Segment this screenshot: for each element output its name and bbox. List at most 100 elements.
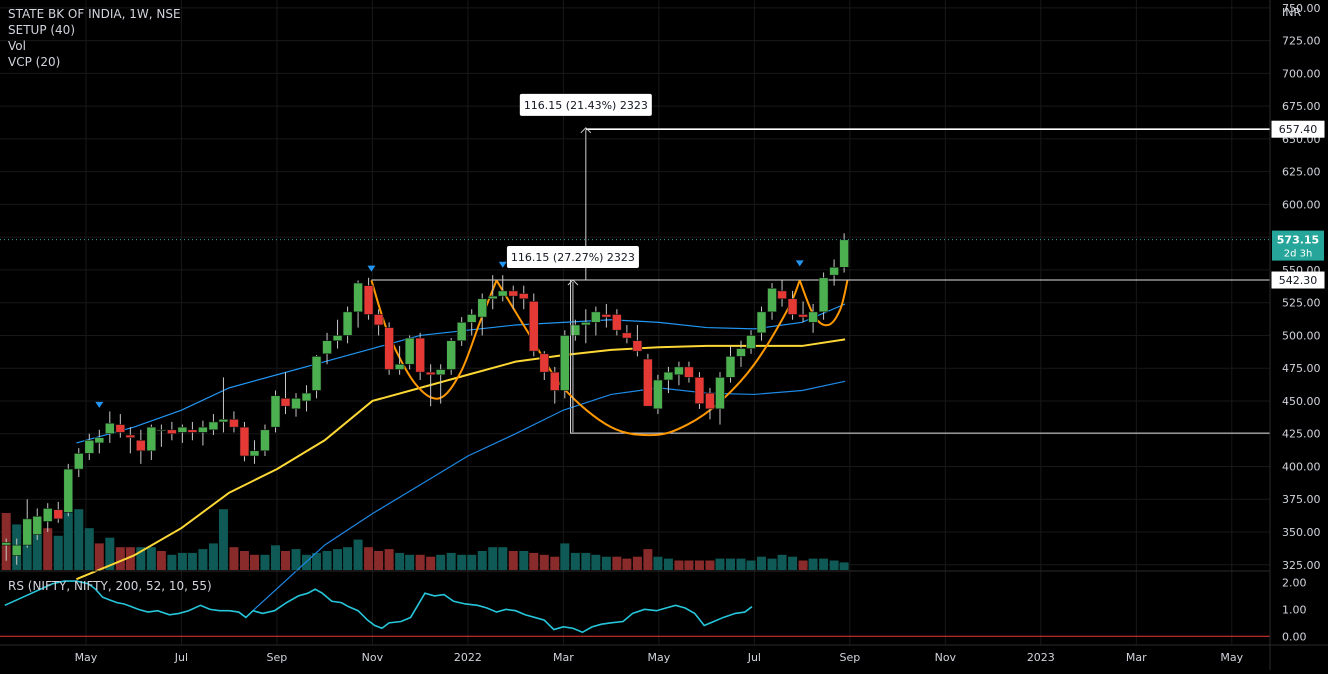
- currency-label: INR: [1282, 6, 1302, 19]
- volume-bar: [333, 549, 343, 570]
- volume-bar: [519, 551, 529, 570]
- volume-bar: [819, 558, 829, 570]
- candle-body: [311, 356, 322, 391]
- candle-body: [291, 398, 301, 410]
- measure-arrow: [567, 279, 579, 286]
- x-tick-label: Sep: [267, 651, 288, 664]
- candle-body: [508, 290, 519, 297]
- rs-indicator-title[interactable]: RS (NIFTY, NIFTY, 200, 52, 10, 55): [8, 579, 212, 593]
- candle-body: [839, 239, 849, 268]
- x-tick-label: Sep: [839, 651, 860, 664]
- volume-bar: [653, 556, 663, 570]
- volume-bar: [364, 547, 374, 570]
- volume-bar: [43, 528, 53, 570]
- y-tick-label: 500.00: [1282, 329, 1321, 342]
- rs-tick-label: 1.00: [1282, 603, 1307, 616]
- volume-bar: [643, 549, 653, 570]
- candle-body: [260, 429, 270, 452]
- indicator-setup[interactable]: SETUP (40): [8, 23, 75, 37]
- candle-body: [487, 295, 498, 300]
- indicator-vol[interactable]: Vol: [8, 39, 26, 53]
- y-tick-label: 425.00: [1282, 428, 1321, 441]
- candle-body: [415, 337, 425, 373]
- last-price-tag-box: [1272, 230, 1324, 261]
- y-tick-label: 750.00: [1282, 2, 1321, 15]
- price-axis[interactable]: [1270, 0, 1328, 670]
- candle-body: [446, 340, 456, 370]
- volume-bar: [208, 543, 218, 570]
- volume-bar: [74, 509, 84, 570]
- volume-bar: [622, 558, 632, 570]
- volume-bar: [53, 535, 63, 570]
- volume-bar: [767, 558, 777, 570]
- volume-bar: [788, 556, 798, 570]
- volume-bar: [725, 558, 735, 570]
- candle-body: [353, 282, 363, 313]
- candle-body: [528, 301, 539, 352]
- volume-bar: [436, 554, 446, 570]
- volume-bar: [198, 549, 208, 570]
- volume-bar: [94, 543, 104, 570]
- candle-body: [736, 348, 746, 357]
- target-price-tag-box: [1271, 120, 1325, 138]
- candle-body: [643, 358, 653, 407]
- candle-body: [394, 363, 405, 370]
- volume-bar: [446, 552, 456, 570]
- volume-bar: [426, 556, 436, 570]
- y-tick-label: 600.00: [1282, 198, 1321, 211]
- volume-bar: [312, 552, 322, 570]
- candle-body: [280, 398, 291, 407]
- volume-bar: [239, 551, 249, 570]
- pivot-marker: [367, 265, 376, 272]
- volume-bar: [829, 560, 839, 570]
- measure-label: 116.15 (27.27%) 2323: [511, 251, 635, 264]
- y-tick-label: 350.00: [1282, 526, 1321, 539]
- volume-bar: [167, 554, 177, 570]
- x-tick-label: Mar: [553, 651, 574, 664]
- volume-bar: [715, 558, 725, 570]
- indicator-vcp[interactable]: VCP (20): [8, 55, 61, 69]
- candle-body: [384, 327, 394, 370]
- candle-body: [373, 314, 384, 326]
- symbol-title[interactable]: STATE BK OF INDIA, 1W, NSE: [8, 7, 181, 21]
- candle-body: [270, 395, 281, 428]
- measure-label: 116.15 (21.43%) 2323: [524, 99, 648, 112]
- target-price-tag: 657.40: [1279, 123, 1318, 136]
- x-tick-label: May: [647, 651, 670, 664]
- measure-label-box: [506, 246, 639, 269]
- candle-body: [497, 290, 508, 297]
- x-tick-label: Nov: [935, 651, 957, 664]
- volume-bar: [684, 560, 694, 570]
- candle-body: [435, 369, 446, 376]
- volume-bar: [384, 549, 394, 570]
- volume-bar: [63, 482, 73, 570]
- candle-body: [818, 277, 829, 313]
- volume-bar: [477, 551, 487, 570]
- x-tick-label: May: [1220, 651, 1243, 664]
- candle-body: [425, 371, 436, 376]
- volume-bar: [260, 554, 270, 570]
- candle-body: [322, 340, 332, 355]
- candle-body: [63, 468, 74, 513]
- volume-bar: [757, 556, 767, 570]
- y-tick-label: 525.00: [1282, 297, 1321, 310]
- volume-bar: [291, 549, 301, 570]
- volume-bar: [601, 556, 611, 570]
- volume-bar: [560, 543, 570, 570]
- breakout-price-tag-box: [1271, 271, 1325, 289]
- x-tick-label: Nov: [362, 651, 384, 664]
- last-price-tag: 573.15: [1277, 234, 1319, 247]
- volume-bar: [508, 551, 518, 570]
- volume-bar: [539, 554, 549, 570]
- candle-body: [332, 335, 343, 341]
- volume-bar: [839, 562, 849, 570]
- volume-bar: [612, 556, 622, 570]
- rs-tick-label: 2.00: [1282, 576, 1307, 589]
- candle-body: [632, 340, 643, 352]
- candle-body: [756, 311, 767, 334]
- volume-bar: [632, 556, 642, 570]
- pivot-marker: [795, 260, 804, 267]
- candle-body: [125, 434, 136, 438]
